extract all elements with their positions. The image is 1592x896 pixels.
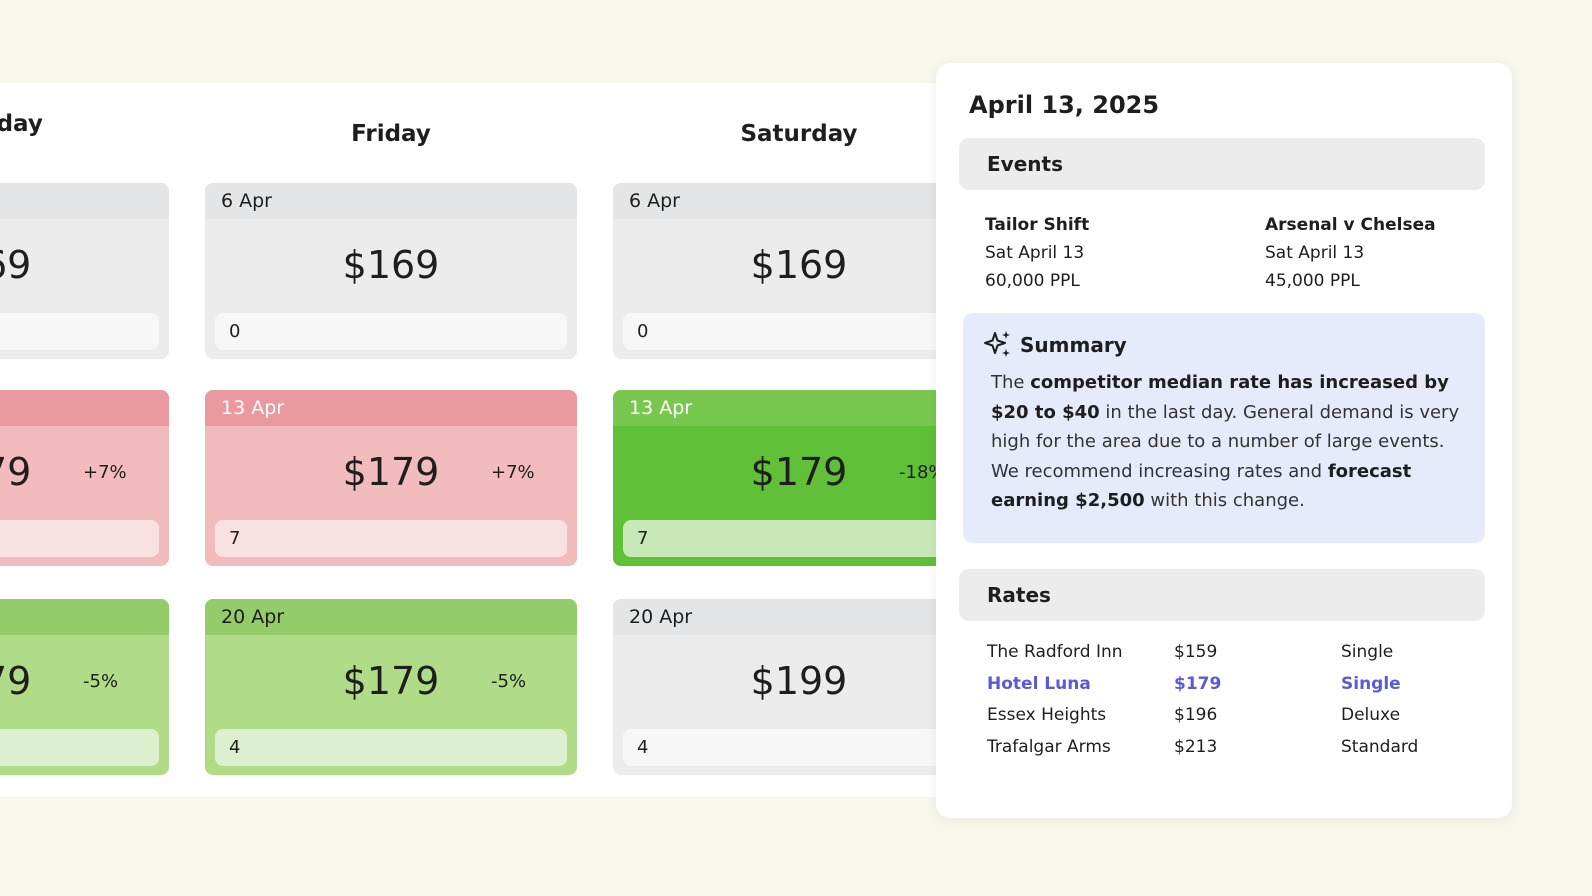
summary-text: The competitor median rate has increased… bbox=[991, 368, 1471, 516]
day-header: Friday bbox=[351, 121, 431, 147]
card-date: 20 Apr bbox=[613, 599, 936, 635]
card-change: -5% bbox=[83, 671, 119, 692]
card-price: $199 bbox=[750, 659, 848, 703]
card-price: $179 bbox=[0, 659, 32, 703]
card-count: 4 bbox=[0, 729, 159, 766]
rate-room: Single bbox=[1341, 642, 1394, 662]
card-date: 6 Apr bbox=[205, 183, 577, 219]
card-date: 13 Apr bbox=[613, 390, 936, 426]
card-count: 7 bbox=[215, 520, 567, 557]
summary-segment: The bbox=[991, 372, 1031, 393]
event-date: Sat April 13 bbox=[1265, 243, 1365, 263]
card-change: -5% bbox=[491, 671, 527, 692]
side-panel: April 13, 2025 Events Tailor Shift Sat Ap… bbox=[936, 63, 1512, 818]
day-card: 6 Apr $169 0 bbox=[0, 183, 169, 359]
rate-room: Single bbox=[1341, 673, 1401, 694]
summary-box: Summary The competitor median rate has i… bbox=[963, 313, 1485, 543]
rate-price: $159 bbox=[1174, 642, 1218, 662]
card-change: -18% bbox=[899, 462, 936, 483]
card-price: $179 bbox=[342, 450, 440, 494]
rate-hotel: Essex Heights bbox=[987, 705, 1107, 726]
day-card: 13 Apr $179 +7% 7 bbox=[205, 390, 577, 566]
card-price: $169 bbox=[0, 243, 32, 287]
day-card: 20 Apr $179 -5% 4 bbox=[0, 599, 169, 775]
day-card: 6 Apr $169 0 bbox=[613, 183, 936, 359]
event-people: 45,000 PPL bbox=[1265, 271, 1360, 291]
rates-heading: Rates bbox=[959, 569, 1485, 621]
panel-title: April 13, 2025 bbox=[969, 91, 1160, 119]
card-date: 6 Apr bbox=[613, 183, 936, 219]
card-price: $179 bbox=[750, 450, 848, 494]
card-date: 13 Apr bbox=[205, 390, 577, 426]
sparkle-icon bbox=[984, 331, 1010, 357]
card-change: +7% bbox=[83, 462, 127, 483]
day-card: 13 Apr $179 +7% 7 bbox=[0, 390, 169, 566]
day-header: Thursday bbox=[0, 111, 43, 137]
rate-price: $213 bbox=[1174, 737, 1218, 758]
card-count: 7 bbox=[0, 520, 159, 557]
day-card: 6 Apr $169 0 bbox=[205, 183, 577, 359]
event-name: Tailor Shift bbox=[985, 215, 1090, 235]
card-price: $179 bbox=[342, 659, 440, 703]
card-date: 6 Apr bbox=[0, 183, 169, 219]
summary-segment: with this change. bbox=[1144, 490, 1305, 511]
event: Tailor Shift Sat April 13 60,000 PPL bbox=[985, 211, 1089, 295]
summary-segment: competitor median rate has increased by … bbox=[991, 372, 1449, 423]
rate-room: Standard bbox=[1341, 737, 1419, 758]
summary-heading: Summary bbox=[1020, 333, 1127, 357]
event: Arsenal v Chelsea Sat April 13 45,000 PPL bbox=[1265, 211, 1436, 295]
rate-hotel: The Radford Inn bbox=[987, 642, 1123, 662]
card-count: 4 bbox=[215, 729, 567, 766]
card-price: $169 bbox=[342, 243, 440, 287]
day-header: Saturday bbox=[740, 121, 858, 147]
card-count: 0 bbox=[623, 313, 936, 350]
rate-room: Deluxe bbox=[1341, 705, 1401, 726]
card-change: +7% bbox=[491, 462, 535, 483]
summary-segment: forecast earning $2,500 bbox=[991, 460, 1412, 512]
card-date: 20 Apr bbox=[205, 599, 577, 635]
calendar: Thursday 6 Apr $169 0 13 Apr $179 +7% 7 20 Apr $1… bbox=[0, 83, 936, 797]
rate-hotel: Hotel Luna bbox=[987, 673, 1091, 694]
event-people: 60,000 PPL bbox=[985, 271, 1080, 291]
day-card: 20 Apr $199 4 bbox=[613, 599, 936, 775]
card-price: $169 bbox=[750, 243, 848, 287]
card-count: 0 bbox=[215, 313, 567, 350]
card-price: $179 bbox=[0, 450, 32, 494]
card-date: 13 Apr bbox=[0, 390, 169, 426]
rate-price: $179 bbox=[1174, 673, 1222, 694]
card-date: 20 Apr bbox=[0, 599, 169, 635]
rate-price: $196 bbox=[1174, 705, 1218, 726]
card-count: 0 bbox=[0, 313, 159, 350]
day-card: 13 Apr $179 -18% 7 bbox=[613, 390, 936, 566]
summary-segment: in the last day. General demand is very … bbox=[991, 401, 1460, 482]
day-card: 20 Apr $179 -5% 4 bbox=[205, 599, 577, 775]
rate-hotel: Trafalgar Arms bbox=[987, 737, 1111, 758]
events-heading: Events bbox=[959, 138, 1485, 190]
card-count: 7 bbox=[623, 520, 936, 557]
card-count: 4 bbox=[623, 729, 936, 766]
event-date: Sat April 13 bbox=[985, 243, 1085, 263]
event-name: Arsenal v Chelsea bbox=[1265, 215, 1436, 235]
